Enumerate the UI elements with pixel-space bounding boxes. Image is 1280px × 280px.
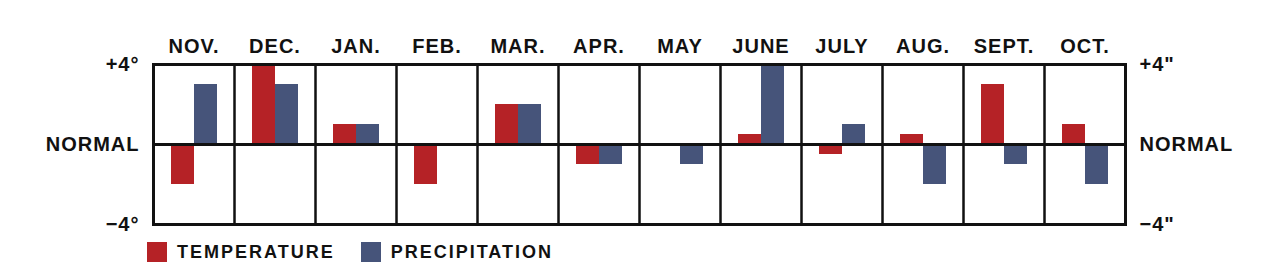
svg-text:NORMAL: NORMAL <box>1140 133 1234 155</box>
svg-text:−4": −4" <box>1140 213 1175 232</box>
svg-text:AUG.: AUG. <box>896 35 950 57</box>
svg-text:DEC.: DEC. <box>249 35 301 57</box>
svg-text:MAY: MAY <box>657 35 703 57</box>
svg-text:OCT.: OCT. <box>1060 35 1110 57</box>
svg-text:SEPT.: SEPT. <box>974 35 1035 57</box>
svg-text:NORMAL: NORMAL <box>46 133 140 155</box>
svg-text:APR.: APR. <box>573 35 625 57</box>
svg-text:FEB.: FEB. <box>412 35 462 57</box>
svg-text:JULY: JULY <box>815 35 868 57</box>
svg-text:JAN.: JAN. <box>331 35 381 57</box>
html-text:TEMPERATURE: TEMPERATURE <box>177 241 335 262</box>
html-text:PRECIPITATION: PRECIPITATION <box>390 241 553 262</box>
svg-text:+4°: +4° <box>106 53 140 75</box>
svg-text:NOV.: NOV. <box>168 35 219 57</box>
svg-text:−4°: −4° <box>106 213 140 232</box>
svg-text:JUNE: JUNE <box>732 35 789 57</box>
svg-text:+4": +4" <box>1140 53 1175 75</box>
svg-text:MAR.: MAR. <box>490 35 545 57</box>
